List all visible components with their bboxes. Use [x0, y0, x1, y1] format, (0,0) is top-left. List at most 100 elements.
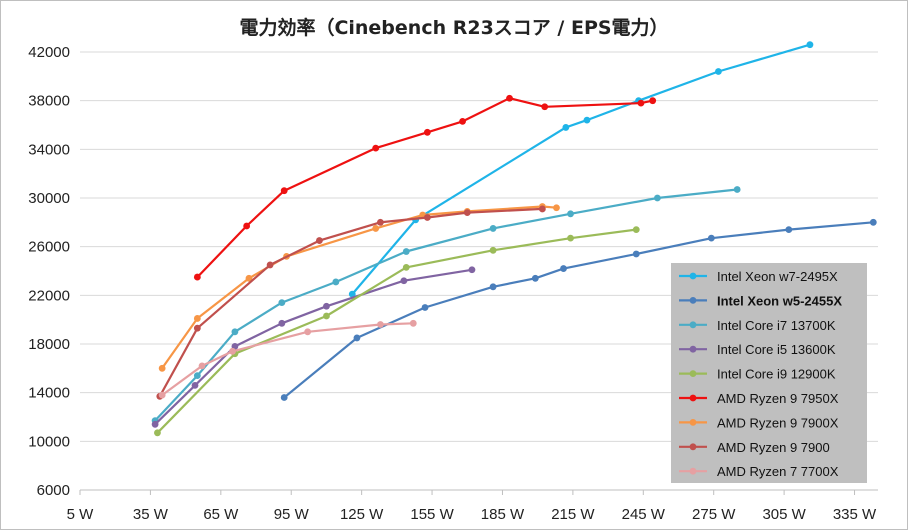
x-tick-label: 185 W — [481, 506, 525, 523]
data-point — [567, 234, 574, 242]
data-point — [459, 117, 466, 125]
legend-marker-intel-xeon-w7-2495x — [689, 272, 697, 280]
data-point — [489, 283, 497, 291]
legend-label-intel-core-i7-13700k: Intel Core i7 13700K — [717, 318, 836, 333]
data-point — [243, 222, 251, 230]
chart-title: 電力効率（Cinebench R23スコア / EPS電力） — [239, 16, 668, 39]
series-line-intel-xeon-w5-2455x — [283, 221, 874, 399]
data-point — [198, 362, 206, 370]
data-point — [372, 225, 380, 232]
legend-marker-intel-core-i9-12900k — [689, 370, 697, 377]
legend-label-intel-core-i9-12900k: Intel Core i9 12900K — [717, 367, 836, 382]
legend-label-intel-core-i5-13600k: Intel Core i5 13600K — [717, 342, 836, 357]
data-point — [193, 372, 201, 380]
series-amd-ryzen-7-7700x — [158, 319, 417, 399]
y-tick-label: 6000 — [37, 482, 70, 499]
data-point — [489, 246, 497, 254]
data-point — [323, 312, 330, 320]
data-point — [316, 237, 323, 244]
data-point — [632, 226, 640, 234]
y-tick-label: 14000 — [28, 385, 70, 402]
data-point — [353, 334, 361, 342]
data-point — [348, 290, 356, 298]
data-point — [489, 225, 497, 232]
data-point — [377, 218, 384, 226]
legend-marker-amd-ryzen-9-7950x — [689, 394, 697, 402]
x-tick-label: 155 W — [410, 506, 454, 523]
data-point — [193, 315, 201, 322]
data-point — [193, 324, 201, 332]
data-point — [715, 68, 722, 75]
data-point — [266, 261, 274, 269]
legend-label-amd-ryzen-9-7900x: AMD Ryzen 9 7900X — [717, 415, 839, 430]
legend-marker-amd-ryzen-9-7900x — [689, 419, 697, 426]
x-tick-label: 305 W — [762, 506, 806, 523]
data-point — [553, 204, 560, 212]
x-tick-label: 35 W — [133, 506, 169, 523]
data-point — [400, 277, 408, 285]
series-line-amd-ryzen-9-7900 — [158, 207, 543, 397]
legend-label-intel-xeon-w5-2455x: Intel Xeon w5-2455X — [717, 293, 842, 308]
series-amd-ryzen-9-7950x — [193, 94, 657, 281]
data-point — [560, 265, 567, 272]
data-point — [151, 420, 159, 428]
x-tick-label: 215 W — [551, 506, 595, 523]
legend: Intel Xeon w7-2495X Intel Xeon w5-2455X In… — [671, 263, 867, 483]
series-amd-ryzen-9-7900 — [156, 205, 546, 400]
data-point — [562, 124, 570, 131]
data-point — [304, 328, 312, 336]
data-point — [637, 99, 645, 107]
data-point — [278, 299, 286, 307]
data-point — [423, 214, 431, 221]
data-point — [154, 429, 161, 437]
data-point — [158, 364, 166, 372]
legend-label-intel-xeon-w7-2495x: Intel Xeon w7-2495X — [717, 269, 838, 284]
data-point — [583, 116, 591, 124]
data-point — [332, 278, 340, 286]
legend-marker-amd-ryzen-7-7700x — [689, 467, 697, 475]
data-point — [402, 248, 410, 255]
data-point — [632, 250, 640, 258]
data-point — [707, 234, 715, 242]
data-point — [806, 41, 814, 49]
data-point — [323, 302, 330, 310]
legend-marker-amd-ryzen-9-7900 — [689, 443, 697, 451]
data-point — [421, 304, 429, 311]
data-point — [733, 186, 741, 193]
data-point — [423, 128, 431, 136]
data-point — [649, 97, 657, 105]
series-layer — [151, 41, 877, 437]
series-line-intel-core-i7-13700k — [154, 188, 738, 422]
legend-label-amd-ryzen-9-7950x: AMD Ryzen 9 7950X — [717, 391, 839, 406]
legend-label-amd-ryzen-7-7700x: AMD Ryzen 7 7700X — [717, 464, 839, 479]
data-point — [463, 209, 471, 217]
series-intel-core-i7-13700k — [151, 186, 741, 425]
series-intel-core-i5-13600k — [151, 266, 476, 428]
x-tick-label: 125 W — [340, 506, 384, 523]
x-tick-label: 65 W — [203, 506, 239, 523]
axis-layer: 6000 10000 14000 18000 22000 26000 30000 34000 3… — [28, 44, 878, 523]
x-tick-label: 5 W — [67, 506, 95, 523]
y-tick-label: 42000 — [28, 44, 70, 61]
x-tick-label: 95 W — [274, 506, 310, 523]
data-point — [409, 319, 417, 327]
data-point — [229, 347, 236, 355]
data-point — [280, 394, 288, 401]
data-point — [278, 319, 286, 327]
data-point — [377, 321, 384, 328]
data-point — [869, 218, 877, 226]
series-intel-xeon-w7-2495x — [348, 41, 814, 298]
x-tick-label: 335 W — [833, 506, 877, 523]
legend-marker-intel-core-i5-13600k — [689, 345, 697, 353]
data-point — [191, 381, 199, 389]
y-tick-label: 30000 — [28, 190, 70, 207]
y-tick-label: 18000 — [28, 336, 70, 353]
y-tick-label: 34000 — [28, 141, 70, 158]
legend-marker-intel-core-i7-13700k — [689, 321, 697, 329]
data-point — [785, 226, 793, 234]
legend-marker-intel-xeon-w5-2455x — [689, 297, 697, 304]
data-point — [567, 210, 574, 218]
data-point — [531, 274, 539, 282]
